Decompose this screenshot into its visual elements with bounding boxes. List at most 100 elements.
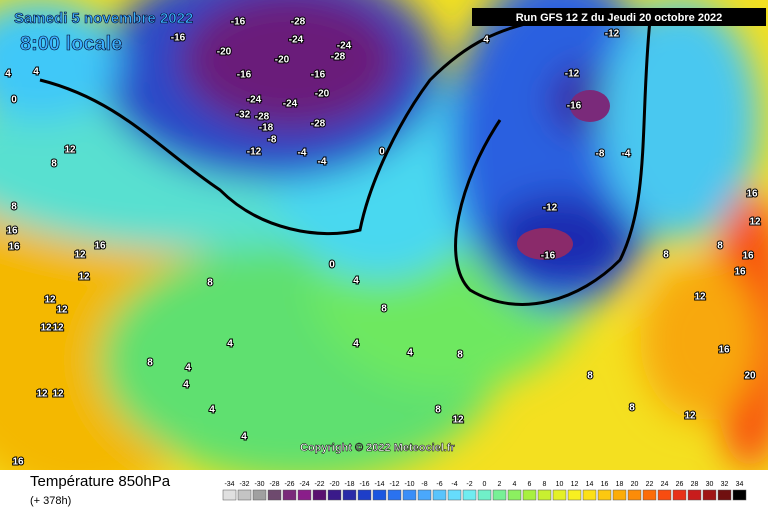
legend-label: -32 bbox=[239, 481, 249, 488]
legend-label: -30 bbox=[254, 481, 264, 488]
contour-label: -24 bbox=[289, 35, 304, 46]
legend-label: -22 bbox=[314, 481, 324, 488]
legend-swatch bbox=[612, 489, 627, 501]
legend-label: 14 bbox=[586, 481, 594, 488]
legend-label: -26 bbox=[284, 481, 294, 488]
contour-label: 12 bbox=[36, 389, 48, 400]
legend-label: 4 bbox=[513, 481, 517, 488]
contour-label: -12 bbox=[543, 203, 558, 214]
legend-label: -6 bbox=[436, 481, 442, 488]
legend-swatch bbox=[387, 489, 402, 501]
legend-label: 24 bbox=[661, 481, 669, 488]
forecast-time: 8:00 locale bbox=[20, 33, 122, 55]
legend-swatch bbox=[657, 489, 672, 501]
legend-swatch bbox=[357, 489, 372, 501]
contour-label: -28 bbox=[311, 119, 326, 130]
contour-label: 12 bbox=[52, 323, 64, 334]
contour-label: 16 bbox=[94, 241, 106, 252]
legend-swatch bbox=[687, 489, 702, 501]
legend-label: 2 bbox=[498, 481, 502, 488]
contour-label: 12 bbox=[78, 272, 90, 283]
legend-label: 16 bbox=[601, 481, 609, 488]
legend-swatch bbox=[447, 489, 462, 501]
run-info: Run GFS 12 Z du Jeudi 20 octobre 2022 bbox=[516, 12, 723, 24]
legend-swatch bbox=[492, 489, 507, 501]
legend-swatch bbox=[522, 489, 537, 501]
contour-label: 0 bbox=[11, 95, 17, 106]
contour-label: 4 bbox=[353, 339, 359, 350]
legend-swatch bbox=[702, 489, 717, 501]
contour-label: -32 bbox=[236, 110, 251, 121]
contour-label: 12 bbox=[44, 295, 56, 306]
legend-label: -28 bbox=[269, 481, 279, 488]
legend-label: -2 bbox=[466, 481, 472, 488]
contour-label: 8 bbox=[717, 241, 723, 252]
legend-swatch bbox=[402, 489, 417, 501]
contour-label: 12 bbox=[64, 145, 76, 156]
contour-label: 4 bbox=[353, 276, 359, 287]
contour-label: 8 bbox=[51, 159, 57, 170]
contour-label: 16 bbox=[718, 345, 730, 356]
legend-label: -4 bbox=[451, 481, 457, 488]
contour-label: -16 bbox=[311, 70, 326, 81]
contour-label: -28 bbox=[255, 112, 270, 123]
contour-label: -8 bbox=[596, 149, 605, 160]
legend-label: 20 bbox=[631, 481, 639, 488]
contour-label: 0 bbox=[329, 260, 335, 271]
legend-label: -12 bbox=[389, 481, 399, 488]
contour-label: -16 bbox=[567, 101, 582, 112]
legend-swatch bbox=[267, 489, 282, 501]
legend-label: 8 bbox=[543, 481, 547, 488]
legend-swatch bbox=[327, 489, 342, 501]
legend-label: 26 bbox=[676, 481, 684, 488]
contour-label: -4 bbox=[298, 148, 307, 159]
contour-label: 12 bbox=[56, 305, 68, 316]
legend-label: 30 bbox=[706, 481, 714, 488]
contour-label: 16 bbox=[6, 226, 18, 237]
contour-label: 4 bbox=[5, 69, 11, 80]
contour-label: 8 bbox=[147, 358, 153, 369]
contour-label: 4 bbox=[483, 35, 489, 46]
run-box bbox=[472, 8, 766, 26]
contour-label: 12 bbox=[684, 411, 696, 422]
legend-swatch bbox=[252, 489, 267, 501]
contour-label: -4 bbox=[318, 157, 327, 168]
contour-label: 16 bbox=[734, 267, 746, 278]
contour-label: 12 bbox=[74, 250, 86, 261]
contour-label: 16 bbox=[8, 242, 20, 253]
contour-label: 4 bbox=[407, 348, 413, 359]
legend-swatch bbox=[627, 489, 642, 501]
contour-label: -20 bbox=[217, 47, 232, 58]
contour-label: 8 bbox=[663, 250, 669, 261]
contour-label: -16 bbox=[231, 17, 246, 28]
contour-label: -18 bbox=[259, 123, 274, 134]
contour-label: -16 bbox=[541, 251, 556, 262]
legend-label: 10 bbox=[556, 481, 564, 488]
legend-swatch bbox=[477, 489, 492, 501]
contour-label: 16 bbox=[12, 457, 24, 468]
contour-label: 12 bbox=[452, 415, 464, 426]
contour-label: -28 bbox=[331, 52, 346, 63]
contour-label: -12 bbox=[565, 69, 580, 80]
contour-label: 4 bbox=[185, 363, 191, 374]
copyright: Copyright © 2022 Meteociel.fr bbox=[300, 442, 456, 454]
legend-swatch bbox=[282, 489, 297, 501]
contour-label: 20 bbox=[744, 371, 756, 382]
contour-label: -16 bbox=[237, 70, 252, 81]
legend-swatch bbox=[462, 489, 477, 501]
contour-label: 4 bbox=[227, 339, 233, 350]
contour-label: 8 bbox=[629, 403, 635, 414]
contour-label: 8 bbox=[457, 350, 463, 361]
legend-swatch bbox=[537, 489, 552, 501]
contour-label: 4 bbox=[241, 432, 247, 443]
legend-swatch bbox=[552, 489, 567, 501]
contour-label: 8 bbox=[587, 371, 593, 382]
legend-swatch bbox=[312, 489, 327, 501]
legend-label: 18 bbox=[616, 481, 624, 488]
legend-label: 12 bbox=[571, 481, 579, 488]
legend-swatch bbox=[297, 489, 312, 501]
contour-label: -20 bbox=[275, 55, 290, 66]
legend-swatch bbox=[582, 489, 597, 501]
legend-label: -10 bbox=[404, 481, 414, 488]
